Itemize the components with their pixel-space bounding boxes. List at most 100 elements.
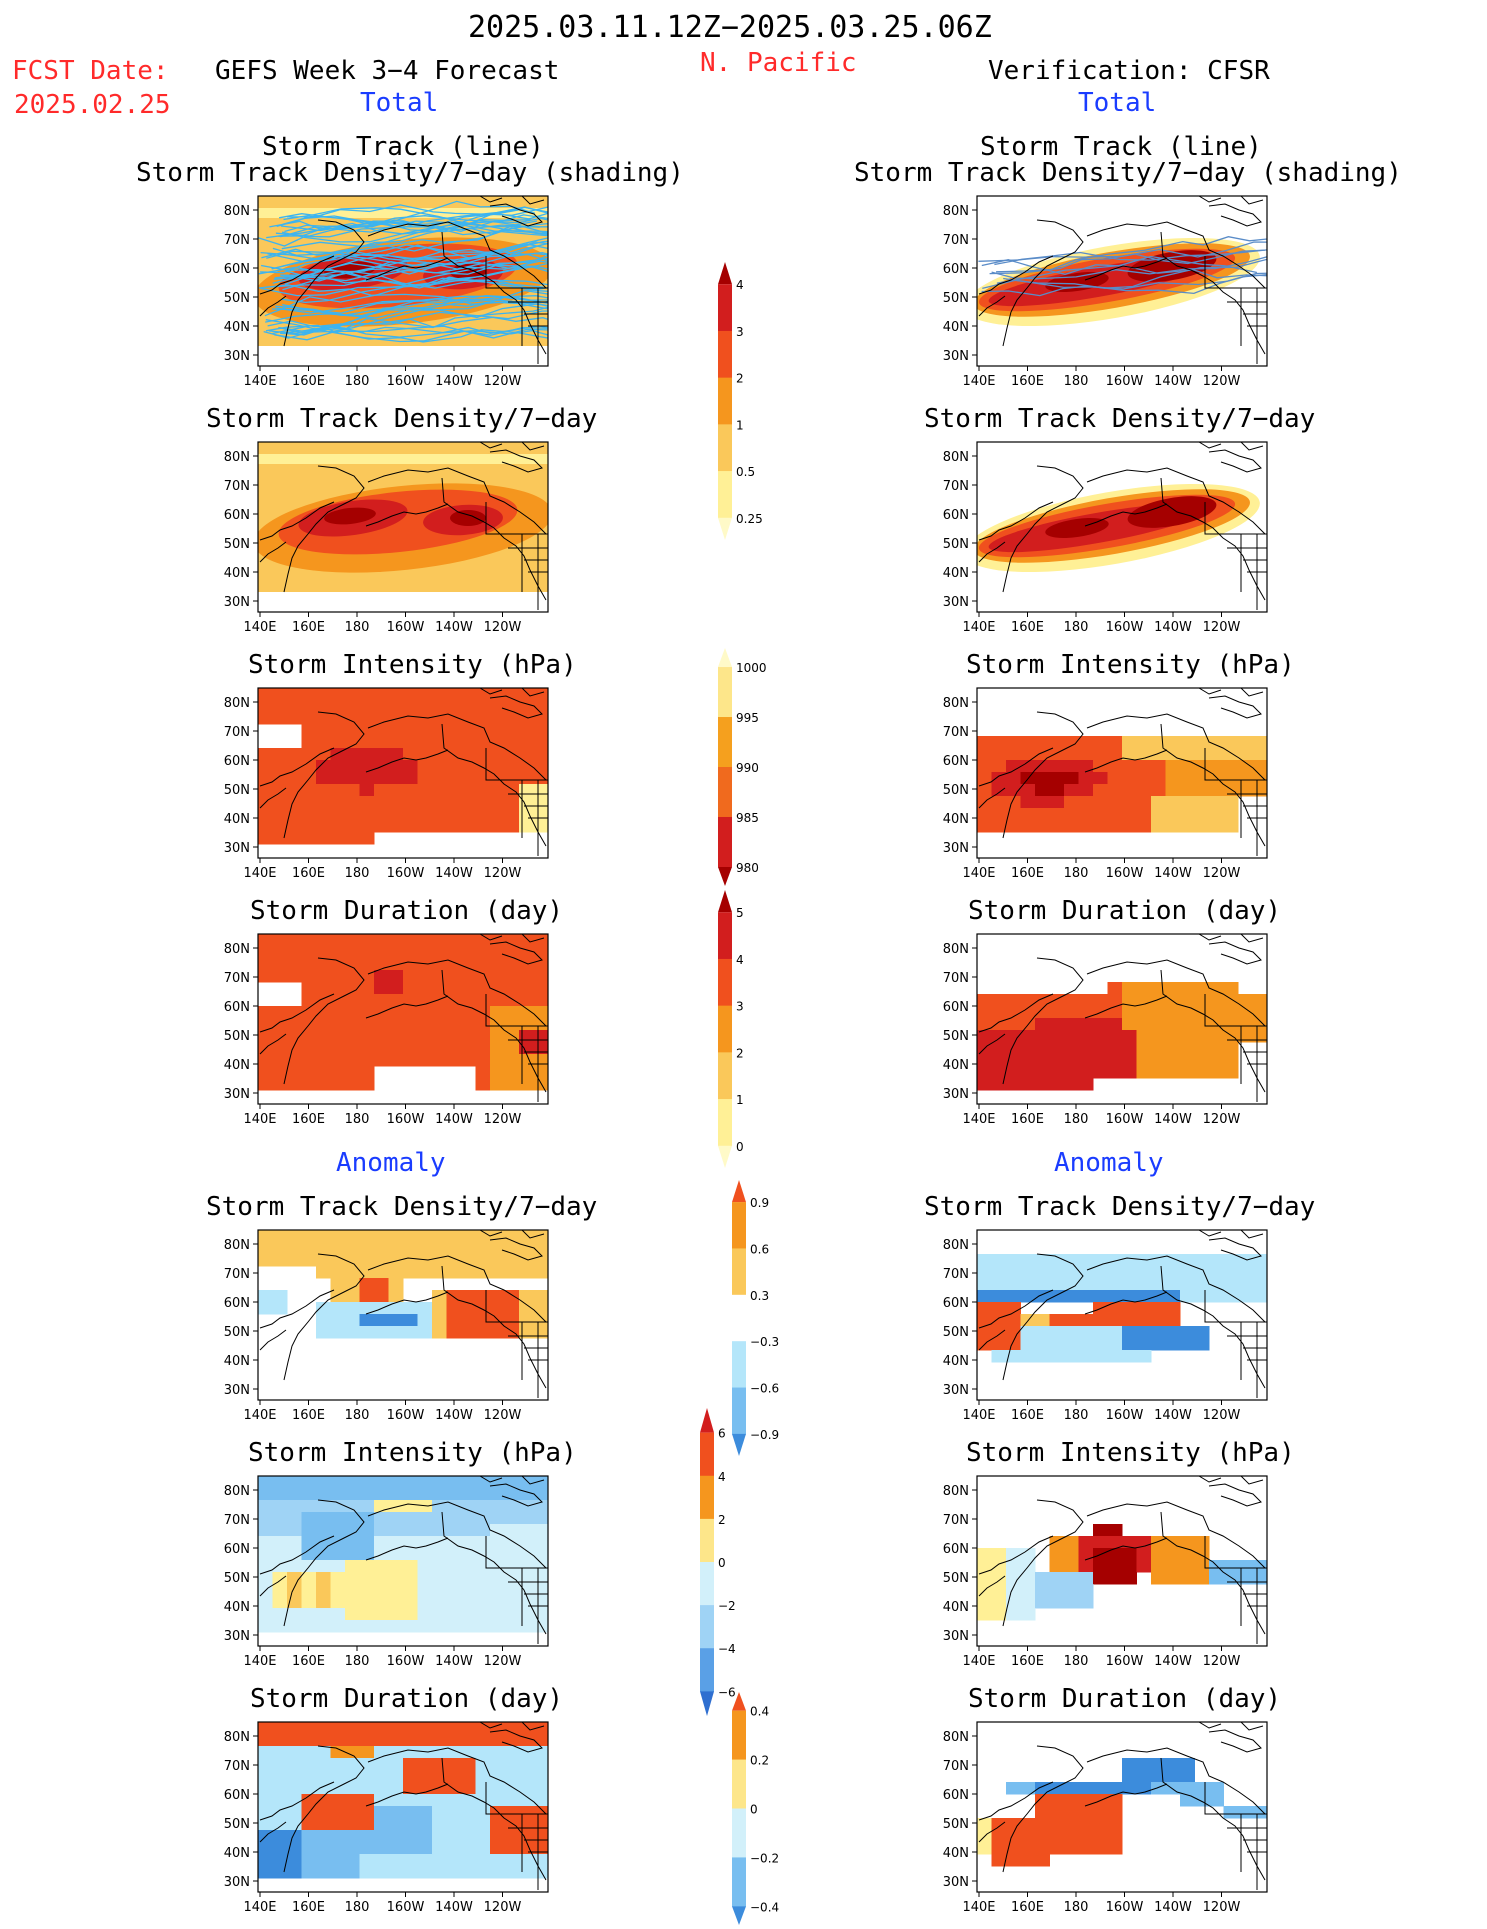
left-track-map: 80N 70N 60N 50N 40N 30N 140E 160E 180 160W 140W 120… [198,190,558,390]
lat-tick-label: 80N [943,1238,969,1253]
colorbar-label: 1 [736,1093,744,1107]
lon-tick-label: 140E [243,1900,276,1915]
lon-tick-label: 160W [387,620,425,635]
right-density-anom-title: Storm Track Density/7−day [924,1192,1316,1222]
right-intensity-map: 80N 70N 60N 50N 40N 30N 140E 160E 180 160W 140W 120… [917,682,1277,882]
lon-tick-label: 160W [387,374,425,389]
lat-tick-label: 30N [224,595,250,610]
lon-tick-label: 160W [387,1900,425,1915]
lat-tick-label: 50N [224,783,250,798]
left-intensity-map: 80N 70N 60N 50N 40N 30N 140E 160E 180 160W 140W 120… [198,682,558,882]
lat-tick-label: 60N [224,754,250,769]
lon-tick-label: 120W [484,1654,522,1669]
lon-tick-label: 140E [962,1900,995,1915]
lon-tick-label: 140E [962,1408,995,1423]
anomaly-label-right: Anomaly [1054,1148,1164,1178]
lat-tick-label: 50N [943,1817,969,1832]
colorbar-label: −4 [718,1642,736,1656]
lon-tick-label: 140W [435,1900,473,1915]
right-density-anom-map: 80N 70N 60N 50N 40N 30N 140E 160E 180 160W 140W 120… [917,1224,1277,1424]
lon-tick-label: 140E [962,866,995,881]
lon-tick-label: 180 [345,620,370,635]
colorbar-label: −0.3 [750,1335,779,1349]
right-track-shading-title: Storm Track Density/7−day (shading) [854,158,1402,188]
duration-total-colorbar: 5 4 3 2 1 0 [714,890,784,1172]
colorbar-label: 0.5 [736,465,755,479]
lon-tick-label: 160W [1106,866,1144,881]
intensity-anom-colorbar: 6 4 2 0 −2 −4 −6 [696,1408,766,1720]
lat-tick-label: 30N [943,1383,969,1398]
lon-tick-label: 120W [1203,1900,1241,1915]
lon-tick-label: 120W [484,1408,522,1423]
lon-tick-label: 120W [1203,620,1241,635]
colorbar-label: −0.9 [750,1428,779,1442]
lat-tick-label: 80N [224,942,250,957]
colorbar-label: −0.4 [750,1900,779,1914]
lon-tick-label: 140E [243,1408,276,1423]
lon-tick-label: 120W [1203,1112,1241,1127]
lon-tick-label: 140W [1154,1112,1192,1127]
lat-tick-label: 40N [224,1846,250,1861]
colorbar-label: 1000 [736,661,767,675]
lon-tick-label: 140E [962,1112,995,1127]
lon-tick-label: 160W [387,1654,425,1669]
lon-tick-label: 160E [292,1112,325,1127]
colorbar-label: 0 [736,1140,744,1154]
lat-tick-label: 40N [943,812,969,827]
left-track-line-title: Storm Track (line) [262,132,544,162]
density-anom-colorbar: 0.9 0.6 0.3 −0.3 −0.6 −0.9 [728,1180,798,1460]
lon-tick-label: 140W [435,620,473,635]
lat-tick-label: 60N [224,1000,250,1015]
lat-tick-label: 50N [224,1817,250,1832]
left-intensity-title: Storm Intensity (hPa) [248,650,577,680]
lon-tick-label: 140E [962,620,995,635]
lon-tick-label: 180 [1064,1112,1089,1127]
lat-tick-label: 60N [943,1788,969,1803]
colorbar-label: −0.6 [750,1382,779,1396]
lat-tick-label: 50N [943,1571,969,1586]
lon-tick-label: 160W [1106,1408,1144,1423]
lat-tick-label: 70N [224,971,250,986]
lat-tick-label: 50N [943,537,969,552]
colorbar-label: 4 [718,1470,726,1484]
lat-tick-label: 30N [943,595,969,610]
lon-tick-label: 160W [387,866,425,881]
lat-tick-label: 40N [943,1058,969,1073]
lat-tick-label: 30N [224,1875,250,1890]
verification-title: Verification: CFSR [988,56,1270,86]
lat-tick-label: 50N [224,291,250,306]
lat-tick-label: 80N [224,1238,250,1253]
lon-tick-label: 160W [1106,1900,1144,1915]
lat-tick-label: 80N [943,204,969,219]
lat-tick-label: 30N [943,1875,969,1890]
lat-tick-label: 70N [224,725,250,740]
lat-tick-label: 40N [224,1600,250,1615]
lat-tick-label: 60N [943,262,969,277]
lat-tick-label: 60N [943,1296,969,1311]
region-title: N. Pacific [700,48,857,78]
lat-tick-label: 30N [224,1629,250,1644]
lon-tick-label: 180 [345,374,370,389]
lon-tick-label: 140E [243,866,276,881]
lat-tick-label: 50N [943,1029,969,1044]
lat-tick-label: 50N [224,1325,250,1340]
colorbar-label: 1 [736,418,744,432]
lat-tick-label: 80N [943,1730,969,1745]
left-duration-title: Storm Duration (day) [250,896,564,926]
lon-tick-label: 140W [435,374,473,389]
lat-tick-label: 50N [224,537,250,552]
lat-tick-label: 80N [224,1730,250,1745]
right-duration-anom-title: Storm Duration (day) [968,1684,1282,1714]
lat-tick-label: 50N [224,1571,250,1586]
colorbar-label: 0 [718,1556,726,1570]
lat-tick-label: 40N [224,566,250,581]
right-intensity-anom-title: Storm Intensity (hPa) [966,1438,1295,1468]
lat-tick-label: 30N [943,1629,969,1644]
colorbar-label: 0.3 [750,1289,769,1303]
lon-tick-label: 160E [1011,1654,1044,1669]
lat-tick-label: 80N [943,1484,969,1499]
lon-tick-label: 160E [292,866,325,881]
lat-tick-label: 80N [943,942,969,957]
lat-tick-label: 70N [224,1267,250,1282]
duration-anom-colorbar: 0.4 0.2 0 −0.2 −0.4 [728,1692,798,1929]
